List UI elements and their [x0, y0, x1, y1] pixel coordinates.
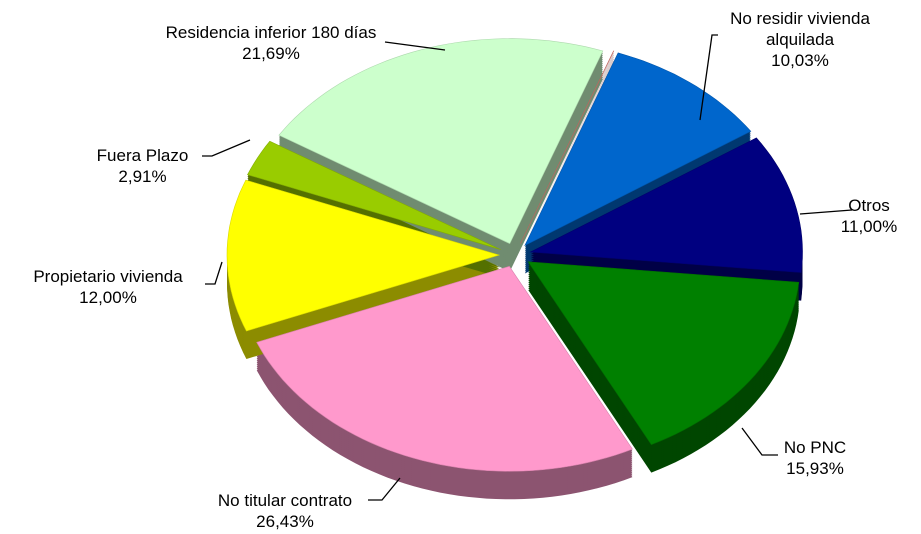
slice-side [520, 59, 614, 252]
label-value: 26,43% [256, 512, 314, 531]
slice-side [520, 61, 614, 254]
label-value: 11,00% [840, 217, 898, 236]
slice [524, 52, 752, 247]
label-name: Fuera Plazo [96, 146, 189, 165]
slice-side [520, 57, 614, 250]
label-name: No residir vivienda alquilada [730, 9, 870, 49]
label-name: Otros [848, 196, 890, 215]
leader-line [384, 41, 446, 51]
label-value: 12,00% [79, 288, 137, 307]
slice [256, 265, 633, 472]
slice [247, 140, 501, 250]
leader-line [202, 139, 251, 157]
data-label: Residencia inferior 180 días 21,69% [155, 22, 387, 64]
leader-line [741, 427, 778, 456]
data-label: No residir vivienda alquilada 10,03% [715, 8, 885, 71]
leader-line [799, 209, 853, 215]
label-value: 15,93% [786, 459, 844, 478]
slice [527, 261, 800, 445]
leader-line [699, 34, 718, 121]
label-value: 10,03% [771, 51, 829, 70]
leader-line [205, 261, 223, 285]
leader-line [368, 477, 401, 501]
data-label: Propietario vivienda 12,00% [8, 266, 208, 308]
label-value: 2,91% [118, 167, 167, 186]
label-name: Propietario vivienda [33, 267, 183, 286]
label-value: 21,69% [242, 44, 300, 63]
slice [278, 38, 604, 244]
slice [226, 179, 501, 332]
slice [529, 137, 803, 273]
label-name: No PNC [783, 438, 847, 457]
data-label: Otros 11,00% [820, 195, 918, 237]
data-label: No titular contrato 26,43% [185, 490, 385, 532]
data-label: No PNC 15,93% [760, 437, 870, 479]
label-name: No titular contrato [217, 491, 353, 510]
label-name: Residencia inferior 180 días [165, 23, 377, 42]
slice [520, 50, 615, 244]
data-label: Fuera Plazo 2,91% [80, 145, 205, 187]
